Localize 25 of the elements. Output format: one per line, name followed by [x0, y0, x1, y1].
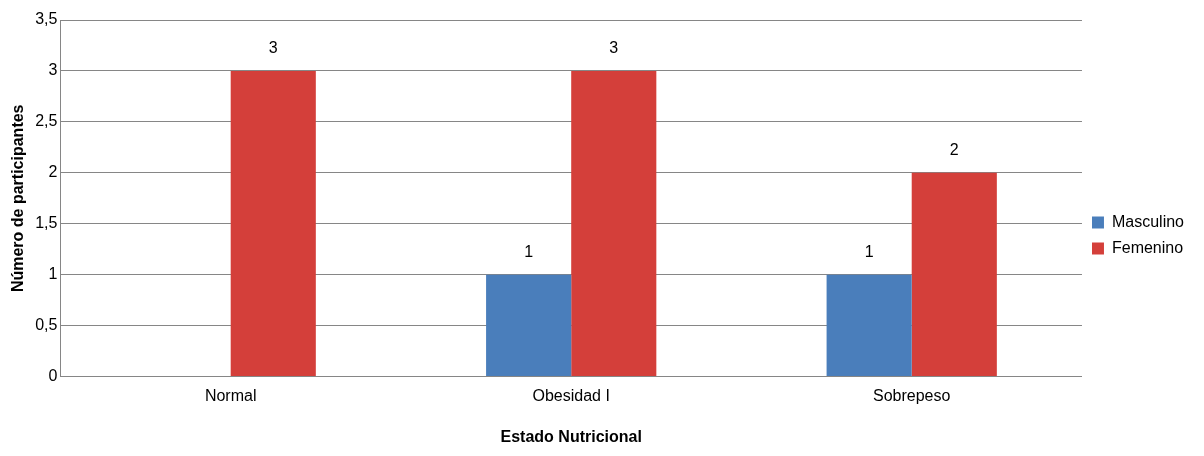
bar: [571, 70, 657, 377]
bar: [826, 274, 912, 377]
x-tick-label: Obesidad I: [532, 386, 610, 404]
y-tick-label: 3,5: [35, 10, 58, 28]
legend-label: Masculino: [1111, 212, 1185, 230]
y-axis-title: Número de participantes: [9, 104, 27, 293]
data-label: 1: [864, 243, 874, 261]
x-axis-title: Estado Nutricional: [500, 427, 642, 445]
data-label: 3: [268, 39, 278, 57]
y-tick-label: 1,5: [35, 214, 58, 232]
legend-label: Femenino: [1111, 238, 1184, 256]
bar: [230, 70, 316, 377]
data-label: 3: [609, 39, 619, 57]
bar: [911, 172, 997, 377]
y-tick-label: 1: [48, 265, 58, 283]
data-label: 2: [949, 141, 959, 159]
y-tick-label: 0,5: [35, 316, 58, 334]
x-tick-label: Sobrepeso: [873, 386, 951, 404]
y-tick-label: 2: [48, 163, 58, 181]
data-label: 1: [524, 243, 534, 261]
y-tick-label: 0: [48, 367, 58, 385]
y-tick-label: 2,5: [35, 112, 58, 130]
bar: [486, 274, 572, 377]
y-tick-label: 3: [48, 61, 58, 79]
x-tick-label: Normal: [204, 386, 257, 404]
